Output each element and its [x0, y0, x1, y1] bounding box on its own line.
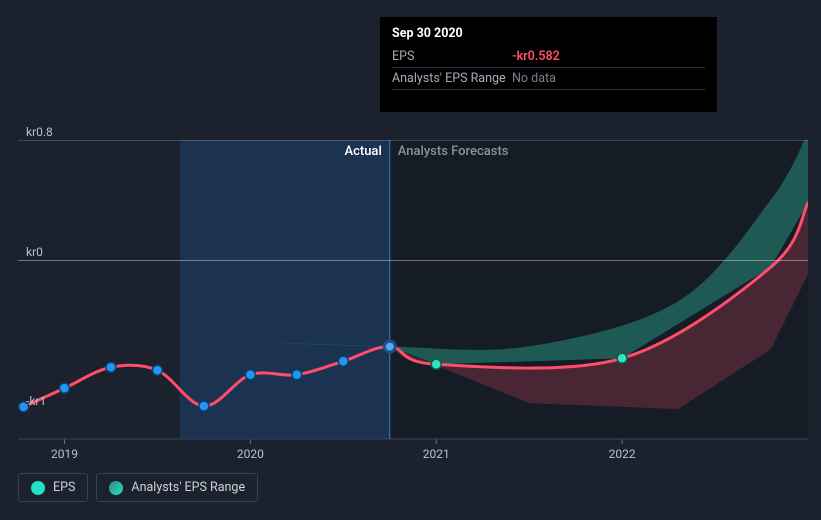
y-tick-label: kr0.8 [26, 125, 53, 139]
tooltip-row-range: Analysts' EPS Range No data [392, 68, 705, 90]
x-tick-label: 2021 [423, 447, 450, 461]
y-tick-label: kr0 [26, 245, 43, 259]
region-label-forecast: Analysts Forecasts [398, 144, 509, 159]
eps-chart: kr0.8 kr0 -kr1 2019 2020 2021 2022 Actual Ana… [0, 0, 821, 520]
tooltip-value: No data [512, 71, 556, 86]
tooltip-row-eps: EPS -kr0.582 [392, 46, 705, 68]
tooltip-value: -kr0.582 [512, 49, 560, 64]
legend-item-eps[interactable]: EPS [18, 473, 88, 502]
x-tick-label: 2022 [609, 447, 636, 461]
range-swatch-icon [109, 481, 123, 495]
tooltip-title: Sep 30 2020 [392, 26, 705, 41]
eps-swatch-icon [31, 481, 45, 495]
tooltip-label: EPS [392, 49, 512, 64]
x-tick-label: 2020 [237, 447, 264, 461]
y-tick-label: -kr1 [26, 394, 46, 408]
legend-label: EPS [53, 480, 75, 495]
x-tick-label: 2019 [51, 447, 78, 461]
tooltip-label: Analysts' EPS Range [392, 71, 512, 86]
legend-item-range[interactable]: Analysts' EPS Range [96, 473, 258, 502]
region-label-actual: Actual [344, 144, 381, 159]
legend: EPS Analysts' EPS Range [18, 473, 258, 502]
data-tooltip: Sep 30 2020 EPS -kr0.582 Analysts' EPS R… [380, 17, 717, 112]
legend-label: Analysts' EPS Range [131, 480, 245, 495]
